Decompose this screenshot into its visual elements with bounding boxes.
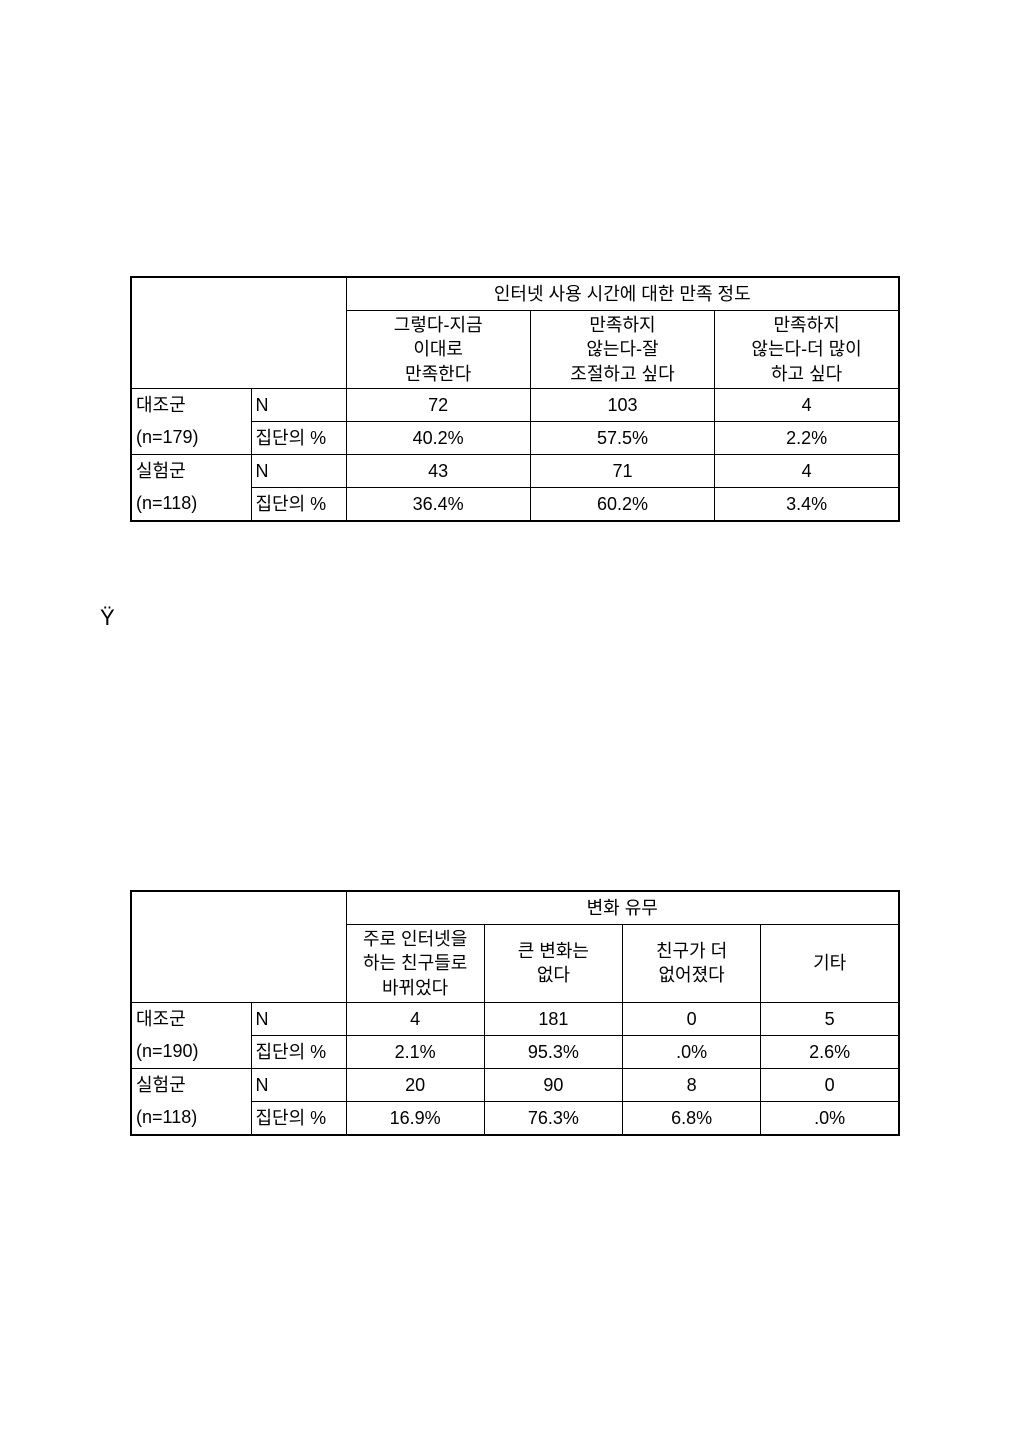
table2-row0-label2: (n=190): [131, 1035, 251, 1068]
bullet-marker: Ÿ: [100, 605, 115, 631]
table2-col-1: 큰 변화는없다: [484, 925, 622, 1003]
table-1: 인터넷 사용 시간에 대한 만족 정도 그렇다-지금이대로만족한다 만족하지않는…: [130, 276, 900, 522]
table2-r1-p0: 16.9%: [346, 1101, 484, 1135]
table1-r1-n2: 4: [715, 454, 899, 487]
table1-col-0: 그렇다-지금이대로만족한다: [346, 311, 530, 389]
table2-col-3: 기타: [761, 925, 899, 1003]
table1-row1-metric1: N: [251, 454, 346, 487]
table2-r0-n3: 5: [761, 1002, 899, 1035]
table2-r1-p1: 76.3%: [484, 1101, 622, 1135]
table2-row1-metric1: N: [251, 1068, 346, 1101]
table2-r1-n0: 20: [346, 1068, 484, 1101]
table2-row1-metric2: 집단의 %: [251, 1101, 346, 1135]
table1-r0-n2: 4: [715, 388, 899, 421]
table2-r1-n2: 8: [623, 1068, 761, 1101]
table2-col-2: 친구가 더없어졌다: [623, 925, 761, 1003]
table1-row1-metric2: 집단의 %: [251, 487, 346, 521]
table1-r1-n0: 43: [346, 454, 530, 487]
table2-r0-p1: 95.3%: [484, 1035, 622, 1068]
table1-r0-n1: 103: [530, 388, 714, 421]
table1-row0-metric2: 집단의 %: [251, 421, 346, 454]
satisfaction-table: 인터넷 사용 시간에 대한 만족 정도 그렇다-지금이대로만족한다 만족하지않는…: [130, 276, 900, 522]
table2-row0-label1: 대조군: [131, 1002, 251, 1035]
table1-r1-p0: 36.4%: [346, 487, 530, 521]
table2-r0-n1: 181: [484, 1002, 622, 1035]
table1-r0-p2: 2.2%: [715, 421, 899, 454]
table1-row1-label2: (n=118): [131, 487, 251, 521]
table1-row1-label1: 실험군: [131, 454, 251, 487]
table2-blank-header: [131, 891, 346, 1002]
table1-header-group: 인터넷 사용 시간에 대한 만족 정도: [346, 277, 899, 311]
table2-r1-n1: 90: [484, 1068, 622, 1101]
table2-r0-n2: 0: [623, 1002, 761, 1035]
table2-r0-p3: 2.6%: [761, 1035, 899, 1068]
table1-row0-metric1: N: [251, 388, 346, 421]
table1-col-2: 만족하지않는다-더 많이하고 싶다: [715, 311, 899, 389]
table1-r1-n1: 71: [530, 454, 714, 487]
table2-r1-p3: .0%: [761, 1101, 899, 1135]
table2-row0-metric2: 집단의 %: [251, 1035, 346, 1068]
table2-col-0: 주로 인터넷을하는 친구들로바뀌었다: [346, 925, 484, 1003]
table1-r1-p2: 3.4%: [715, 487, 899, 521]
table2-r0-p0: 2.1%: [346, 1035, 484, 1068]
table2-header-group: 변화 유무: [346, 891, 899, 925]
table2-r1-p2: 6.8%: [623, 1101, 761, 1135]
table1-r0-p0: 40.2%: [346, 421, 530, 454]
table2-r1-n3: 0: [761, 1068, 899, 1101]
table-2: 변화 유무 주로 인터넷을하는 친구들로바뀌었다 큰 변화는없다 친구가 더없어…: [130, 890, 900, 1136]
table2-r0-p2: .0%: [623, 1035, 761, 1068]
table2-row1-label1: 실험군: [131, 1068, 251, 1101]
table1-blank-header: [131, 277, 346, 388]
table1-row0-label2: (n=179): [131, 421, 251, 454]
table1-r1-p1: 60.2%: [530, 487, 714, 521]
table2-row1-label2: (n=118): [131, 1101, 251, 1135]
change-table: 변화 유무 주로 인터넷을하는 친구들로바뀌었다 큰 변화는없다 친구가 더없어…: [130, 890, 900, 1136]
table1-row0-label1: 대조군: [131, 388, 251, 421]
table2-r0-n0: 4: [346, 1002, 484, 1035]
table1-col-1: 만족하지않는다-잘조절하고 싶다: [530, 311, 714, 389]
table1-r0-n0: 72: [346, 388, 530, 421]
table1-r0-p1: 57.5%: [530, 421, 714, 454]
table2-row0-metric1: N: [251, 1002, 346, 1035]
